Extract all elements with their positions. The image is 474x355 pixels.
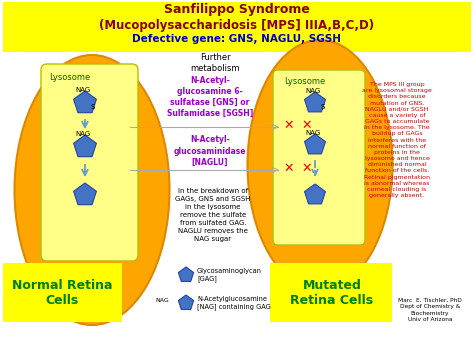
Text: Lysosome: Lysosome xyxy=(49,72,91,82)
FancyBboxPatch shape xyxy=(41,64,138,261)
Text: ✕: ✕ xyxy=(284,162,294,175)
Text: The MPS III group
are lysosomal storage
disorders because
mutation of GNS,
NAGLU: The MPS III group are lysosomal storage … xyxy=(362,82,432,198)
Ellipse shape xyxy=(247,40,392,290)
Text: S: S xyxy=(321,104,325,110)
Text: NAG: NAG xyxy=(75,87,91,93)
Text: Lysosome: Lysosome xyxy=(284,76,326,86)
Text: N-Acetyl-
glucosaminidase
[NAGLU]: N-Acetyl- glucosaminidase [NAGLU] xyxy=(174,135,246,166)
Polygon shape xyxy=(73,91,96,113)
Ellipse shape xyxy=(15,55,170,325)
Text: ✕: ✕ xyxy=(302,119,312,131)
Text: In the breakdown of
GAGs, GNS and SGSH
in the lysosome
remove the sulfate
from s: In the breakdown of GAGs, GNS and SGSH i… xyxy=(175,188,251,242)
Text: Defective gene: GNS, NAGLU, SGSH: Defective gene: GNS, NAGLU, SGSH xyxy=(133,34,341,44)
Text: NAG: NAG xyxy=(305,130,320,136)
Text: S: S xyxy=(91,104,95,110)
Polygon shape xyxy=(73,183,96,205)
Polygon shape xyxy=(73,135,96,157)
Text: NAG: NAG xyxy=(305,88,320,94)
Text: Mutated
Retina Cells: Mutated Retina Cells xyxy=(291,279,374,307)
Text: NAG: NAG xyxy=(155,297,169,302)
Text: ✕: ✕ xyxy=(302,162,312,175)
Polygon shape xyxy=(304,184,326,204)
Text: N-Acetyl-
glucosamine 6-
sulfatase [GNS] or
Sulfamidase [SGSH]: N-Acetyl- glucosamine 6- sulfatase [GNS]… xyxy=(167,76,253,118)
Text: N-Acetylglucosamine
[NAG] containing GAG: N-Acetylglucosamine [NAG] containing GAG xyxy=(197,296,271,310)
FancyBboxPatch shape xyxy=(3,263,122,322)
Text: NAG: NAG xyxy=(75,131,91,137)
FancyBboxPatch shape xyxy=(3,2,471,52)
Text: Glycosaminoglycan
[GAG]: Glycosaminoglycan [GAG] xyxy=(197,268,262,282)
FancyBboxPatch shape xyxy=(273,70,365,245)
Polygon shape xyxy=(178,267,193,282)
Text: Further
metabolism: Further metabolism xyxy=(190,53,240,73)
Polygon shape xyxy=(304,134,326,154)
Text: Normal Retina
Cells: Normal Retina Cells xyxy=(12,279,112,307)
Polygon shape xyxy=(178,295,193,310)
Text: (Mucopolysaccharidosis [MPS] IIIA,B,C,D): (Mucopolysaccharidosis [MPS] IIIA,B,C,D) xyxy=(100,18,374,32)
Text: Sanfilippo Syndrome: Sanfilippo Syndrome xyxy=(164,4,310,16)
Text: Marc  E. Tischler, PhD
Dept of Chemistry &
Biochemistry
Univ of Arizona: Marc E. Tischler, PhD Dept of Chemistry … xyxy=(398,297,462,322)
Text: ✕: ✕ xyxy=(284,119,294,131)
Polygon shape xyxy=(304,92,326,112)
FancyBboxPatch shape xyxy=(270,263,392,322)
